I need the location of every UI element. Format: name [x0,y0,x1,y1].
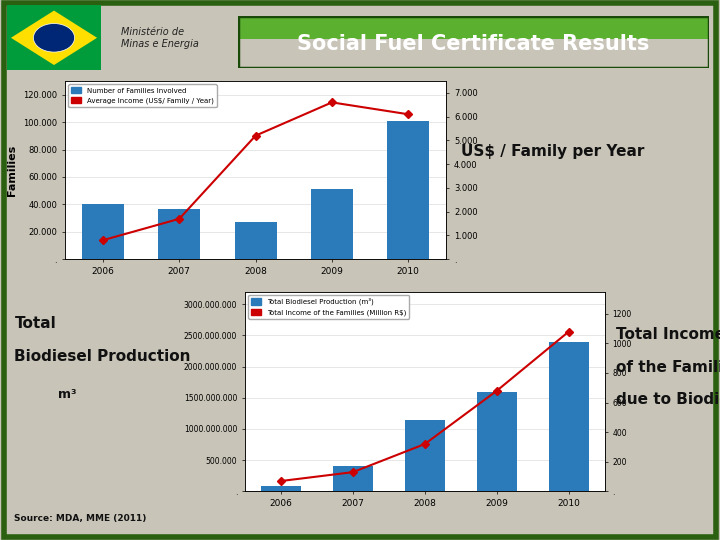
Bar [405,420,445,491]
Bar [261,486,301,491]
Text: Total: Total [14,316,56,332]
Bar [238,16,709,39]
Y-axis label: Families: Families [7,145,17,195]
Bar [387,121,429,259]
Text: US$ / Family per Year: US$ / Family per Year [461,144,644,159]
Bar [311,190,353,259]
Bar [82,204,124,259]
Circle shape [33,24,75,52]
Polygon shape [11,11,97,65]
Bar [333,467,373,491]
Text: of the Families: of the Families [616,360,720,375]
Bar [235,221,276,259]
Text: due to Biodiesel: due to Biodiesel [616,392,720,407]
Bar [477,392,517,491]
Legend: Number of Families Involved, Average Income (US$/ Family / Year): Number of Families Involved, Average Inc… [68,84,217,107]
Text: Ministério de
Minas e Energia: Ministério de Minas e Energia [121,27,199,49]
Text: m³: m³ [58,388,76,401]
Text: Biodiesel Production: Biodiesel Production [14,349,191,364]
Legend: Total Biodiesel Production (m³), Total Income of the Families (Million R$): Total Biodiesel Production (m³), Total I… [248,295,409,319]
Text: Source: MDA, MME (2011): Source: MDA, MME (2011) [14,514,147,523]
Bar [158,209,200,259]
Text: Social Fuel Certificate Results: Social Fuel Certificate Results [297,35,649,55]
Bar [549,341,589,491]
Text: Total Income: Total Income [616,327,720,342]
